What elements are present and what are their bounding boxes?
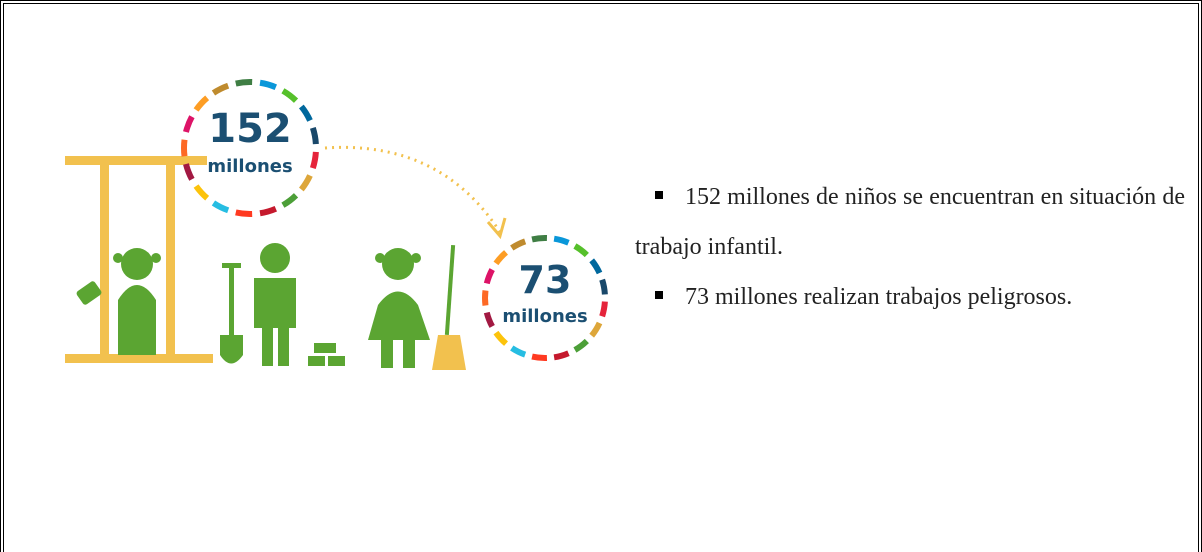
ring-segment — [184, 140, 185, 156]
circle-unit: millones — [207, 156, 292, 177]
ring-segment — [592, 323, 600, 336]
circle-number: 73 — [519, 258, 572, 302]
dotted-arrow — [325, 147, 500, 232]
ring-segment — [496, 333, 506, 344]
ring-segment — [532, 238, 547, 239]
ring-segment — [236, 212, 252, 214]
circle-number: 152 — [208, 106, 292, 152]
ring-segment — [313, 152, 316, 168]
ring-segment — [602, 302, 605, 317]
ring-segment — [592, 260, 600, 273]
ring-segment — [283, 195, 296, 205]
ring-segment — [236, 82, 252, 84]
ring-segment — [186, 164, 192, 179]
bullet-item: 73 millones realizan trabajos peligrosos… — [635, 272, 1185, 322]
ring-segment — [260, 83, 276, 87]
bullet-marker — [655, 191, 663, 199]
bullet-item: 152 millones de niños se encuentran en s… — [635, 172, 1185, 272]
ring-segment — [496, 252, 506, 263]
bullet-marker — [655, 291, 663, 299]
ring-segment — [186, 117, 192, 132]
ring-segment — [487, 270, 492, 284]
ring-segment — [554, 239, 568, 243]
ring-segment — [301, 107, 310, 121]
ring-segment — [260, 209, 276, 213]
circle-unit: millones — [502, 306, 587, 327]
ring-segment — [283, 91, 296, 101]
ring-segment — [213, 203, 228, 210]
ring-segment — [313, 128, 316, 144]
bullet-list: 152 millones de niños se encuentran en s… — [635, 172, 1185, 322]
ring-segment — [487, 313, 492, 327]
ring-segment — [196, 186, 207, 198]
ring-segment — [196, 98, 207, 110]
ring-segment — [532, 357, 547, 358]
bullet-text: 73 millones realizan trabajos peligrosos… — [685, 284, 1072, 310]
ring-segment — [575, 246, 587, 255]
ring-segment — [213, 86, 228, 93]
infographic: 152 millones 73 millones — [0, 0, 640, 440]
ring-segment — [575, 341, 587, 350]
figures — [75, 243, 466, 370]
bullet-text: 152 millones de niños se encuentran en s… — [635, 184, 1185, 260]
ring-segment — [301, 175, 310, 189]
ring-segment — [512, 348, 525, 355]
ring-segment — [554, 353, 568, 357]
ring-segment — [512, 241, 525, 248]
ring-segment — [602, 280, 605, 295]
